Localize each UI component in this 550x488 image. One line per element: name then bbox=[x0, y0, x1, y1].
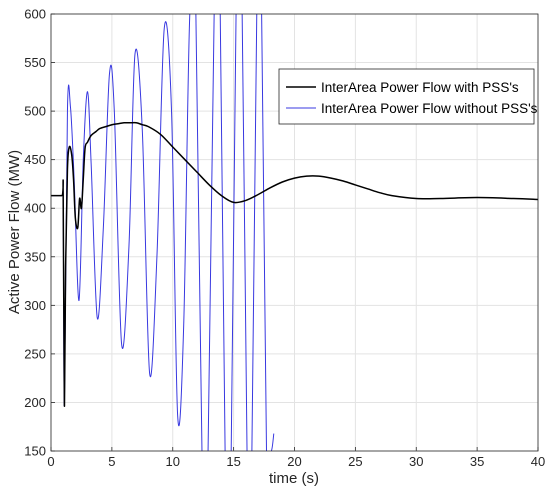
y-tick-label: 500 bbox=[24, 104, 46, 119]
y-tick-label: 350 bbox=[24, 249, 46, 264]
series-layer bbox=[51, 14, 538, 451]
x-tick-label: 0 bbox=[47, 454, 54, 469]
y-tick-label: 450 bbox=[24, 152, 46, 167]
legend-label-with-pss: InterArea Power Flow with PSS's bbox=[321, 80, 519, 95]
x-tick-label: 20 bbox=[287, 454, 301, 469]
legend-box bbox=[278, 68, 535, 125]
y-axis-label: Active Power Flow (MW) bbox=[6, 150, 23, 314]
x-tick-label: 5 bbox=[108, 454, 115, 469]
x-tick-labels: 0 5 10 15 20 25 30 35 40 bbox=[47, 454, 545, 469]
y-tick-label: 250 bbox=[24, 346, 46, 361]
x-tick-label: 15 bbox=[226, 454, 240, 469]
y-tick-label: 550 bbox=[24, 55, 46, 70]
plot-frame bbox=[50, 13, 539, 452]
x-tick-label: 25 bbox=[348, 454, 362, 469]
series-line-with-pss bbox=[51, 121, 538, 407]
y-tick-labels: 150 200 250 300 350 400 450 500 550 600 bbox=[24, 7, 46, 459]
legend: InterArea Power Flow with PSS's InterAre… bbox=[278, 68, 538, 125]
y-tick-label: 150 bbox=[24, 444, 46, 459]
y-tick-label: 300 bbox=[24, 298, 46, 313]
legend-label-without-pss: InterArea Power Flow without PSS's bbox=[321, 101, 538, 116]
series-line-without-pss bbox=[51, 14, 275, 451]
y-tick-label: 600 bbox=[24, 7, 46, 22]
x-tick-label: 30 bbox=[409, 454, 423, 469]
y-tick-label: 200 bbox=[24, 395, 46, 410]
x-tick-label: 35 bbox=[470, 454, 484, 469]
y-tick-label: 400 bbox=[24, 201, 46, 216]
x-tick-label: 10 bbox=[166, 454, 180, 469]
x-axis-label: time (s) bbox=[269, 470, 319, 487]
x-tick-label: 40 bbox=[531, 454, 545, 469]
